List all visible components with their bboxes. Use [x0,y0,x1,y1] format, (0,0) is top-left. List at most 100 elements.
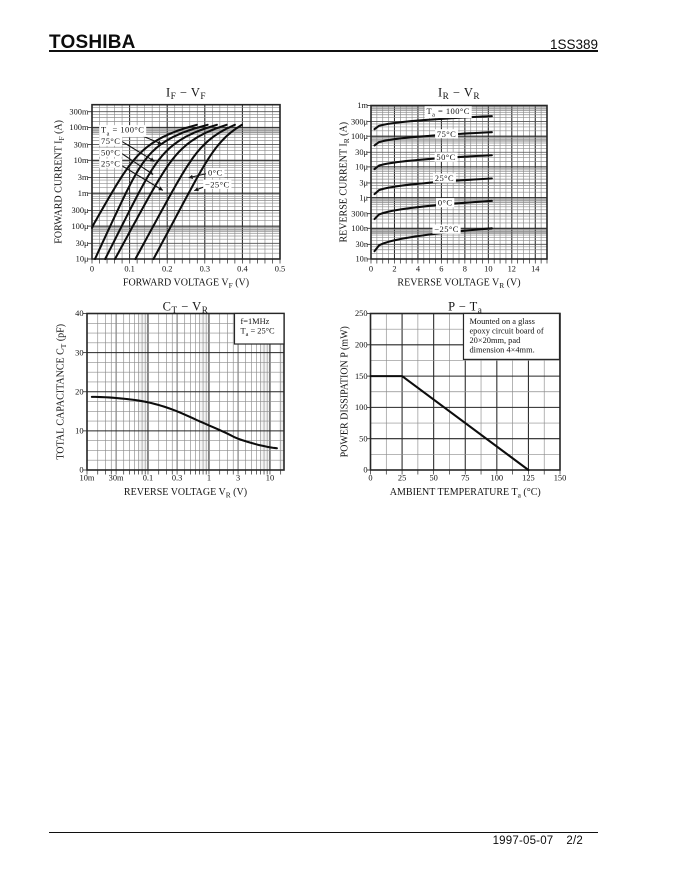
curve-label: 25°C [101,158,120,168]
tick-labels-if-vf: 0 0.1 0.2 0.3 0.4 0.5 10μ 30μ 100μ 300μ 1m 3m 10m 30m… [69,107,285,273]
x-tick-label: 0 [369,264,373,273]
curve-label-bg [432,173,456,183]
chart-ir-vr: 0 2 4 6 8 10 12 14 10n 30n 100n 300n 1μ 3μ 10μ 30μ 100μ 3… [339,86,548,291]
y-tick-label: 10n [355,255,368,264]
header-rule [49,50,598,53]
curve-label: 0°C [438,198,453,208]
x-tick-label: 10 [266,473,274,482]
curve-label-bg [435,129,459,139]
y-tick-label: 200 [355,341,368,350]
chart-title: CT − VR [163,300,209,317]
y-tick-label: 100μ [71,222,89,231]
chart-p-ta: 0 25 50 75 100 125 150 0 50 100 150 200 250 P − Ta AMB… [340,300,567,500]
y-tick-label: 20 [75,387,83,396]
annotation-line: dimension 4×4mm. [469,346,534,355]
curve-label-bg [203,179,232,189]
y-tick-label: 300μ [71,206,89,215]
annotation-line: f=1MHz [240,317,269,326]
label-arrow [188,173,207,179]
x-axis-title: FORWARD VOLTAGE VF (V) [123,278,249,291]
tick-labels-ir-vr: 0 2 4 6 8 10 12 14 10n 30n 100n 300n 1μ 3μ 10μ 30μ 100μ 3… [351,101,540,273]
annotation-line: Mounted on a glass [469,317,534,326]
x-tick-label: 0.1 [124,264,134,273]
y-tick-label: 1m [78,189,89,198]
y-tick-label: 10m [74,156,89,165]
part-number: 1SS389 [549,37,598,52]
y-axis-title: REVERSE CURRENT IR (A) [339,122,352,243]
tick-labels-ct-vr: 10m 30m 0.1 0.3 1 3 10 0 10 20 30 40 [75,309,274,482]
curve-label: Ta = 100°C [427,106,470,119]
x-axis-title: REVERSE VOLTAGE VR (V) [397,278,520,291]
y-tick-label: 3m [78,173,89,182]
curve-label-bg [424,106,472,119]
x-tick-label: 3 [236,473,240,482]
y-tick-label: 250 [355,309,368,318]
y-tick-label: 30m [74,140,89,149]
y-tick-label: 30 [75,348,83,357]
y-tick-label: 300m [69,107,89,116]
x-tick-label: 10m [80,473,95,482]
y-tick-label: 150 [355,372,368,381]
x-tick-label: 0.1 [143,473,153,482]
label-arrow [121,140,155,162]
brand-logo: TOSHIBA [49,31,136,53]
curve-75C [93,123,209,261]
y-tick-label: 0 [363,466,367,475]
annotation-line: 20×20mm, pad [469,336,521,345]
curve-label-bg [99,147,123,157]
curve-label-bg [436,198,455,208]
y-tick-label: 30μ [76,239,89,248]
y-tick-label: 300μ [351,117,369,126]
footer-page-indicator: 2/2 [566,834,583,847]
grid-ir-vr [370,104,548,264]
curve-label-bg [206,168,225,178]
curve-CT [90,395,278,450]
x-tick-label: 0.3 [172,473,182,482]
curve-50C [104,123,218,261]
curve-Ta100C [90,123,198,229]
curve-label-bg [99,125,147,137]
y-axis-title: FORWARD CURRENT IF (A) [54,120,67,244]
curve-0C [373,199,493,221]
curve-Ta100C [373,115,493,131]
curve-label: 75°C [101,136,120,146]
footer-date: 1997-05-07 [492,834,554,847]
y-tick-label: 40 [75,309,83,318]
x-tick-label: 75 [461,473,469,482]
curve-50C [373,154,493,171]
curve-label: −25°C [205,179,230,189]
x-axis-title: REVERSE VOLTAGE VR (V) [124,487,247,500]
y-tick-label: 30μ [355,148,368,157]
y-axis-title: TOTAL CAPACITANCE CT (pF) [56,324,69,460]
x-tick-label: 14 [531,264,540,273]
x-tick-label: 30m [109,473,124,482]
curve-label: −25°C [434,224,459,234]
y-tick-label: 300n [351,209,369,218]
x-tick-label: 150 [554,473,567,482]
x-tick-label: 125 [522,473,535,482]
curve-P [369,375,530,472]
x-tick-label: 2 [392,264,396,273]
x-tick-label: 100 [491,473,504,482]
chart-title: IF − VF [166,86,206,103]
curve-label-bg [432,224,461,234]
y-tick-label: 10 [75,427,83,436]
curve-25C [373,227,493,253]
footer-rule [49,831,598,834]
chart-title: IR − VR [438,86,480,103]
curve-label: 75°C [437,129,456,139]
x-axis-title: AMBIENT TEMPERATURE Ta (°C) [390,487,541,500]
x-tick-label: 8 [463,264,467,273]
curve-25C [152,123,244,261]
x-tick-label: 0.4 [237,264,248,273]
y-tick-label: 50 [359,434,367,443]
x-tick-label: 0.5 [275,264,285,273]
y-tick-label: 100n [351,224,369,233]
x-tick-label: 0.2 [162,264,172,273]
y-tick-label: 100μ [351,132,369,141]
y-tick-label: 1m [357,101,368,110]
chart-title: P − Ta [448,300,482,317]
